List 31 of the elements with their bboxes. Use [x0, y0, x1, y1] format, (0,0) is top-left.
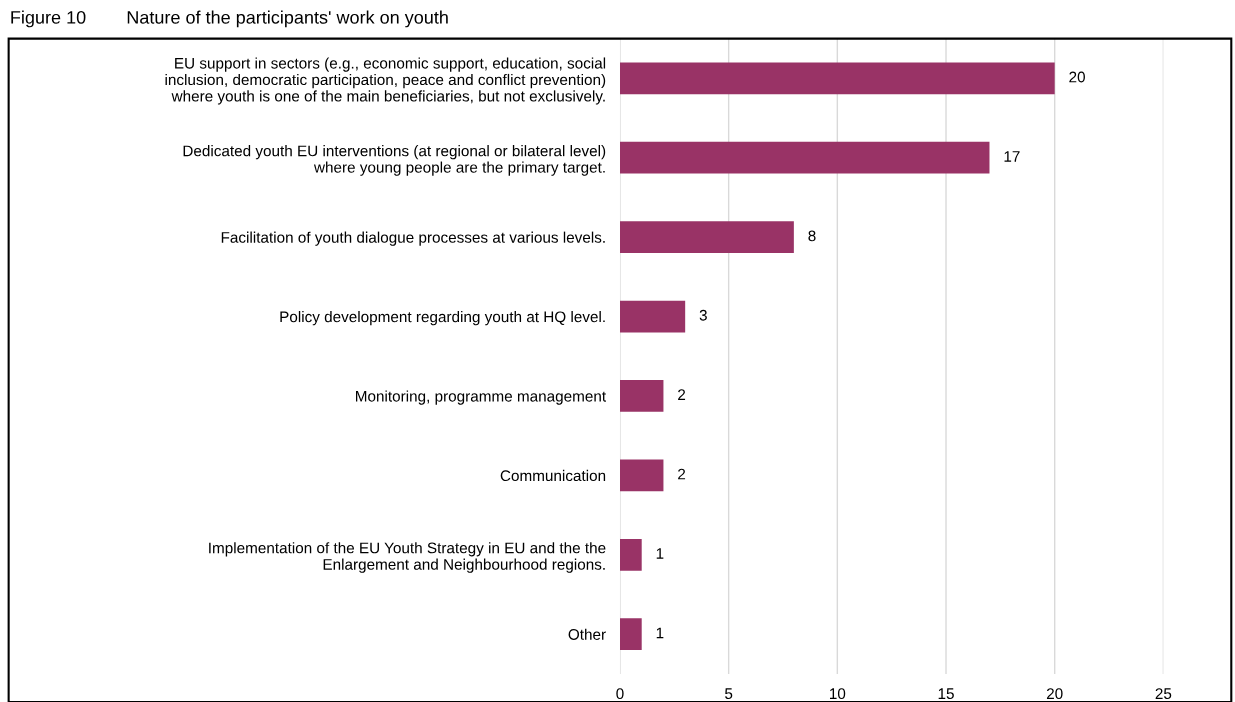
data-label: 20 — [1069, 71, 1085, 83]
y-tick-label: Communication — [500, 469, 606, 482]
y-tick-label: Dedicated youth EU interventions (at regional or bilateral level) where young people are the primary target. — [183, 145, 606, 176]
data-label: 2 — [678, 468, 686, 480]
bar — [619, 618, 642, 651]
data-label: 2 — [678, 389, 686, 400]
x-tick-label: 5 — [725, 688, 733, 700]
data-label: 17 — [1004, 151, 1020, 162]
x-tick-label: 20 — [1046, 688, 1063, 700]
bar — [619, 141, 990, 174]
y-tick-label: EU support in sectors (e.g., economic support, education, social inclusion, democratic participation, peace and conflict prevention) where youth is one of the main beneficiaries, but not exclusively. — [165, 57, 606, 105]
bar — [619, 300, 686, 333]
bar — [619, 380, 664, 412]
y-tick-label: Other — [568, 628, 606, 640]
data-label: 1 — [656, 548, 664, 559]
y-tick-label: Policy development regarding youth at HQ level. — [280, 311, 605, 326]
x-tick-label: 15 — [938, 688, 954, 700]
data-label: 1 — [656, 627, 664, 639]
y-tick-label: Monitoring, programme management — [356, 390, 606, 405]
bar — [619, 62, 1055, 95]
text: Figure 10 Nature of the participants' work on youth — [11, 10, 448, 28]
y-tick-label: Facilitation of youth dialogue processes at various levels. — [221, 231, 605, 246]
bar — [619, 221, 794, 254]
y-tick-label: Implementation of the EU Youth Strategy in EU and the the Enlargement and Neighbourhood regions. — [209, 542, 606, 573]
data-label: 8 — [808, 230, 816, 242]
data-label: 3 — [699, 309, 707, 321]
x-tick-label: 10 — [830, 688, 846, 700]
x-tick-label: 0 — [616, 688, 624, 700]
bar — [619, 538, 642, 571]
bar — [619, 459, 664, 492]
x-tick-label: 25 — [1155, 688, 1172, 700]
